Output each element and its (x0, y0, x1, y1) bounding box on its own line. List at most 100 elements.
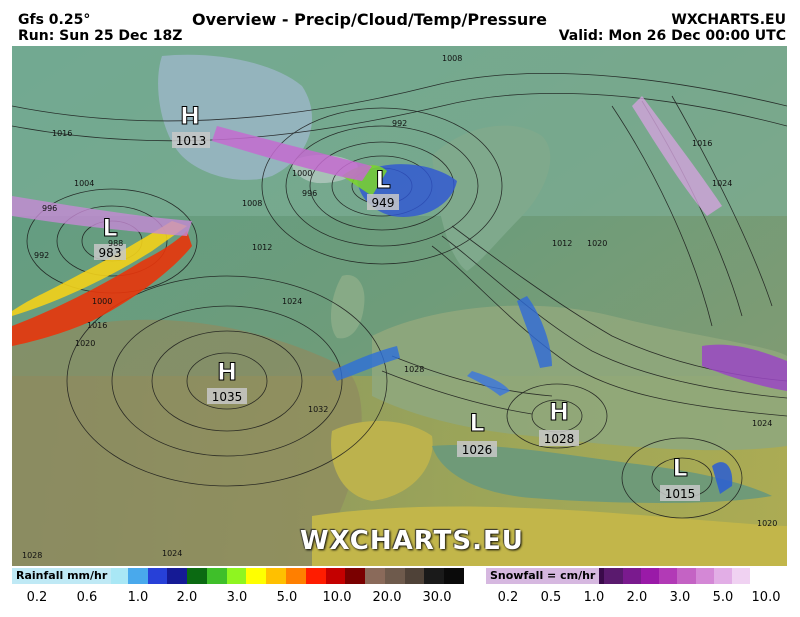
legend-tick: 0.5 (540, 590, 562, 605)
legend-tick: 5.0 (276, 590, 298, 605)
subtropical-airmass (12, 319, 362, 566)
legend-tick: 0.2 (26, 590, 48, 605)
legend-swatch (424, 568, 445, 584)
pressure-center-type: H (549, 398, 569, 426)
legend-swatch (677, 568, 697, 584)
atlantic-front-rain (12, 231, 192, 346)
isobar-label: 1016 (87, 321, 107, 330)
pressure-center-value: 1028 (544, 432, 575, 446)
continental-europe-land (372, 305, 787, 451)
pressure-center-type: H (180, 102, 200, 130)
isobar-label: 992 (34, 251, 49, 260)
isobar-label: 988 (108, 239, 123, 248)
legend-tick: 1.0 (127, 590, 149, 605)
legend-swatch (768, 568, 788, 584)
legend-swatch (365, 568, 386, 584)
legend-tick: 10.0 (322, 590, 352, 605)
isobar-labels: 1016 1004 996 992 988 1000 1012 1024 101… (22, 54, 777, 560)
isobar-label: 996 (302, 189, 317, 198)
rainfall-legend: Rainfall mm/hr (12, 568, 465, 584)
pressure-centers: H 1013 L 949 L 983 H 1035 L 1026 H 1028 … (94, 102, 700, 501)
valid-label: Valid: Mon 26 Dec 00:00 UTC (558, 28, 786, 44)
legend-tick: 2.0 (176, 590, 198, 605)
legend-swatch (444, 568, 465, 584)
legend-tick: 2.0 (626, 590, 648, 605)
isobar-label: 992 (392, 119, 407, 128)
pressure-center-value: 983 (99, 246, 122, 260)
site-label: WXCHARTS.EU (671, 12, 786, 28)
pressure-center-type: L (672, 454, 687, 482)
snow-band-north (12, 196, 192, 236)
isobar-label: 1020 (587, 239, 607, 248)
isobar-label: 1020 (75, 339, 95, 348)
isobar-label: 1024 (712, 179, 732, 188)
pressure-center-type: H (217, 358, 237, 386)
isobar-label: 1000 (292, 169, 312, 178)
legend-tick: 1.0 (583, 590, 605, 605)
legend-swatch (127, 568, 149, 584)
legend-swatch (713, 568, 733, 584)
isobar-label: 1016 (52, 129, 72, 138)
isobar-label: 1028 (22, 551, 42, 560)
isobar-label: 1008 (242, 199, 262, 208)
isobar-label: 1012 (552, 239, 572, 248)
watermark: WXCHARTS.EU (300, 526, 524, 556)
chart-title: Overview - Precip/Cloud/Temp/Pressure (192, 10, 547, 29)
legend-swatch (325, 568, 346, 584)
legend-swatch (345, 568, 366, 584)
balkan-rain (517, 296, 552, 368)
snowfall-legend: Snowfall = cm/hr (486, 568, 788, 584)
isobar-label: 1012 (252, 243, 272, 252)
turkey-snow (702, 344, 787, 391)
legend-swatch (246, 568, 267, 584)
pressure-center-value: 1015 (665, 487, 696, 501)
legend-tick: 3.0 (669, 590, 691, 605)
snow-band (212, 126, 372, 181)
isobar-label: 1024 (752, 419, 772, 428)
pressure-center-type: L (102, 214, 117, 242)
legend-swatch (226, 568, 247, 584)
model-label: Gfs 0.25° (18, 12, 91, 28)
levant-rain (712, 462, 733, 494)
legend-swatch (695, 568, 715, 584)
pressure-center-type: L (469, 409, 484, 437)
legend-swatch (108, 568, 129, 584)
legend-swatch (167, 568, 188, 584)
legend-tick: 20.0 (372, 590, 402, 605)
legend-swatch (266, 568, 287, 584)
legend-swatch (750, 568, 770, 584)
legend-tick: 10.0 (751, 590, 781, 605)
atlantic-front-rain-edge (12, 221, 187, 316)
isobar-label: 1024 (162, 549, 182, 558)
pressure-center-type: L (375, 166, 390, 194)
pressure-center-value: 949 (372, 196, 395, 210)
legend-tick: 30.0 (422, 590, 452, 605)
pressure-center-value: 1035 (212, 390, 243, 404)
run-label: Run: Sun 25 Dec 18Z (18, 28, 183, 44)
legend-swatch (659, 568, 678, 584)
legend-swatch (305, 568, 327, 584)
isobar-label: 1032 (308, 405, 328, 414)
legend-swatch (732, 568, 751, 584)
snowfall-legend-label: Snowfall = cm/hr (486, 568, 600, 584)
legend-swatch (384, 568, 406, 584)
legend-swatch (404, 568, 425, 584)
legend-swatch (147, 568, 168, 584)
isobar-label: 1028 (404, 365, 424, 374)
legend-swatch (640, 568, 660, 584)
weather-map: H 1013 L 949 L 983 H 1035 L 1026 H 1028 … (12, 46, 787, 566)
isobar-label: 1000 (92, 297, 112, 306)
north-africa-land (312, 506, 787, 566)
snow-band-east (632, 96, 722, 216)
legend-tick: 5.0 (712, 590, 734, 605)
isobar-label: 1004 (74, 179, 94, 188)
pressure-center-value: 1026 (462, 443, 493, 457)
legend-tick: 0.6 (76, 590, 98, 605)
isobar-label: 1020 (757, 519, 777, 528)
biscay-rain (332, 346, 400, 381)
isobar-label: 996 (42, 204, 57, 213)
legend-swatch (622, 568, 642, 584)
legend-swatch (604, 568, 624, 584)
legend-tick: 3.0 (226, 590, 248, 605)
isobar-label: 1008 (442, 54, 462, 63)
